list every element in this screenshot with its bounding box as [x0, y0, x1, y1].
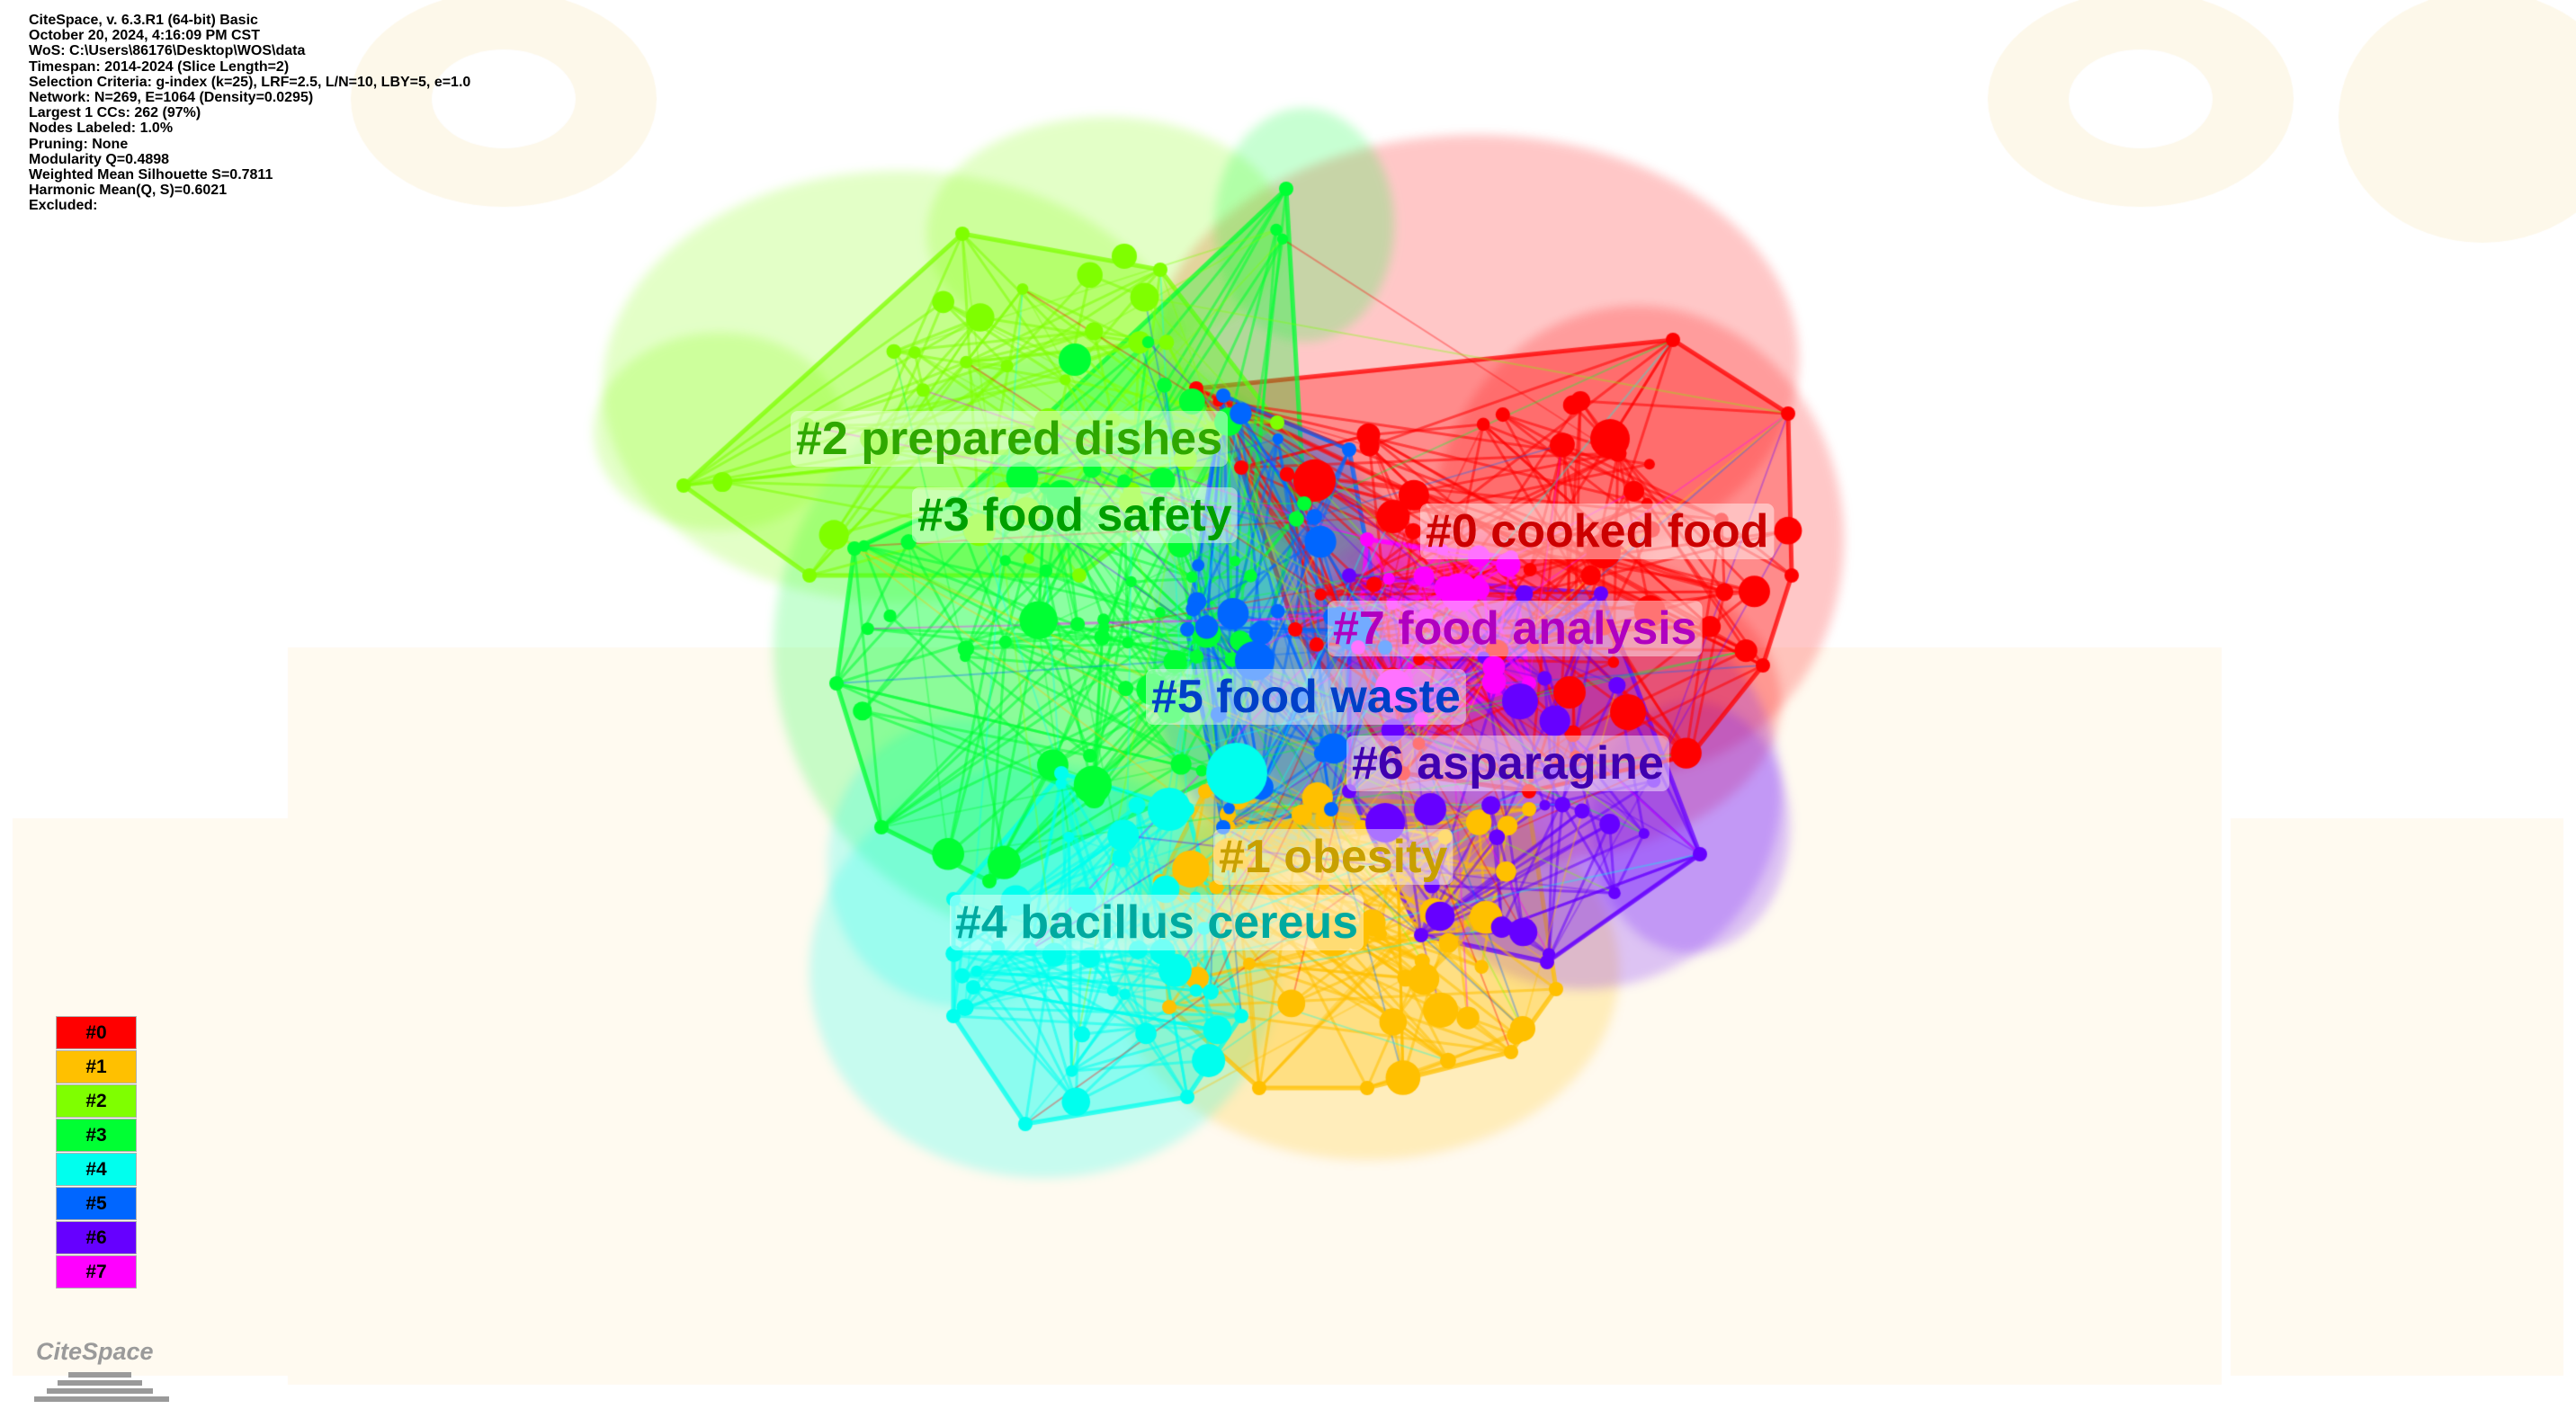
legend-item-cluster-2: #2: [56, 1084, 137, 1118]
legend-item-cluster-4: #4: [56, 1153, 137, 1186]
info-line-criteria: Selection Criteria: g-index (k=25), LRF=…: [29, 74, 471, 90]
cluster-label-2: #2 prepared dishes: [796, 413, 1222, 465]
info-line-excluded: Excluded:: [29, 198, 98, 214]
cluster-label-5: #5 food waste: [1151, 671, 1461, 723]
legend-item-cluster-0: #0: [56, 1016, 137, 1049]
legend-item-cluster-5: #5: [56, 1187, 137, 1220]
cluster-label-backdrop: [1146, 669, 1466, 725]
network-info-panel: CiteSpace, v. 6.3.R1 (64-bit) Basic Octo…: [29, 13, 470, 214]
cluster-label-1: #1 obesity: [1219, 831, 1447, 883]
cluster-label-7: #7 food analysis: [1333, 602, 1697, 655]
info-line-network: Network: N=269, E=1064 (Density=0.0295): [29, 90, 314, 106]
info-line-timespan: Timespan: 2014-2024 (Slice Length=2): [29, 58, 290, 75]
legend-item-cluster-1: #1: [56, 1050, 137, 1084]
info-line-modularity: Modularity Q=0.4898: [29, 151, 170, 167]
legend-item-cluster-7: #7: [56, 1255, 137, 1289]
info-line-version: CiteSpace, v. 6.3.R1 (64-bit) Basic: [29, 13, 258, 28]
cluster-label-backdrop: [950, 895, 1364, 950]
cluster-label-backdrop: [912, 487, 1238, 543]
citespace-logo: CiteSpace: [25, 1338, 178, 1406]
legend-item-cluster-3: #3: [56, 1119, 137, 1152]
info-line-harmonic-mean: Harmonic Mean(Q, S)=0.6021: [29, 183, 228, 199]
cluster-label-backdrop: [791, 411, 1228, 467]
cluster-legend: #0 #1 #2 #3 #4 #5 #6 #7: [56, 1016, 137, 1289]
cluster-label-backdrop: [1328, 601, 1703, 656]
info-line-nodes-labeled: Nodes Labeled: 1.0%: [29, 120, 174, 137]
cluster-label-backdrop: [1346, 736, 1669, 791]
logo-text: CiteSpace: [36, 1338, 154, 1365]
info-line-largest-cc: Largest 1 CCs: 262 (97%): [29, 105, 201, 121]
info-line-source: WoS: C:\Users\86176\Desktop\WOS\data: [29, 43, 306, 59]
legend-item-cluster-6: #6: [56, 1221, 137, 1254]
cluster-label-0: #0 cooked food: [1426, 505, 1768, 557]
info-line-silhouette: Weighted Mean Silhouette S=0.7811: [29, 167, 273, 183]
cluster-label-6: #6 asparagine: [1352, 737, 1664, 789]
info-line-pruning: Pruning: None: [29, 136, 129, 152]
cluster-label-backdrop: [1420, 504, 1775, 559]
cluster-label-4: #4 bacillus cereus: [955, 896, 1358, 949]
cluster-label-backdrop: [1213, 829, 1453, 885]
cluster-label-3: #3 food safety: [917, 489, 1232, 541]
logo-bars-icon: [34, 1372, 169, 1402]
info-line-date: October 20, 2024, 4:16:09 PM CST: [29, 28, 260, 44]
